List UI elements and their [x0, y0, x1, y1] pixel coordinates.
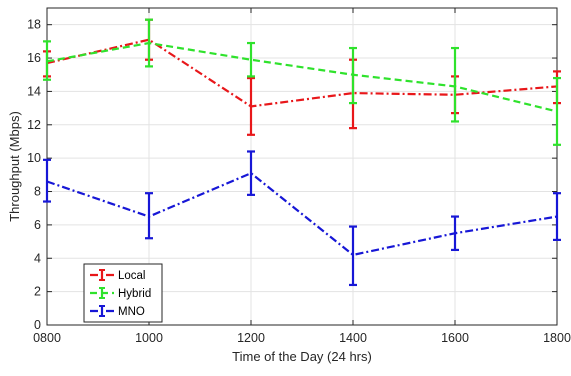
series-line: [46, 38, 558, 108]
x-tick-label: 1600: [441, 331, 469, 345]
y-tick-label: 16: [27, 51, 41, 65]
series-line: [46, 41, 558, 113]
legend-label: Local: [118, 270, 146, 282]
series-hybrid: [43, 18, 561, 146]
x-axis-label: Time of the Day (24 hrs): [232, 349, 372, 364]
x-tick-label: 1800: [543, 331, 571, 345]
legend-label: Hybrid: [118, 288, 151, 300]
x-tick-label: 1200: [237, 331, 265, 345]
legend-label: MNO: [118, 306, 145, 318]
y-tick-label: 18: [27, 18, 41, 32]
series-line: [46, 171, 558, 257]
series-layer: [43, 18, 561, 287]
tick-labels: 0800 1000 1200 1400 1600 1800 0 2 4 6 8 10 12 14 16 18: [27, 18, 571, 345]
legend: Local Hybrid MNO: [83, 263, 163, 323]
x-tick-label: 0800: [33, 331, 61, 345]
y-tick-label: 10: [27, 151, 41, 165]
x-tick-label: 1000: [135, 331, 163, 345]
y-tick-label: 4: [34, 251, 41, 265]
y-tick-label: 6: [34, 218, 41, 232]
series-mno: [43, 150, 561, 287]
y-tick-label: 2: [34, 285, 41, 299]
x-tick-label: 1400: [339, 331, 367, 345]
y-tick-label: 14: [27, 84, 41, 98]
y-tick-label: 0: [34, 318, 41, 332]
y-tick-label: 8: [34, 185, 41, 199]
series-local: [43, 18, 561, 136]
y-axis-label: Throughput (Mbps): [7, 111, 22, 222]
y-tick-label: 12: [27, 118, 41, 132]
